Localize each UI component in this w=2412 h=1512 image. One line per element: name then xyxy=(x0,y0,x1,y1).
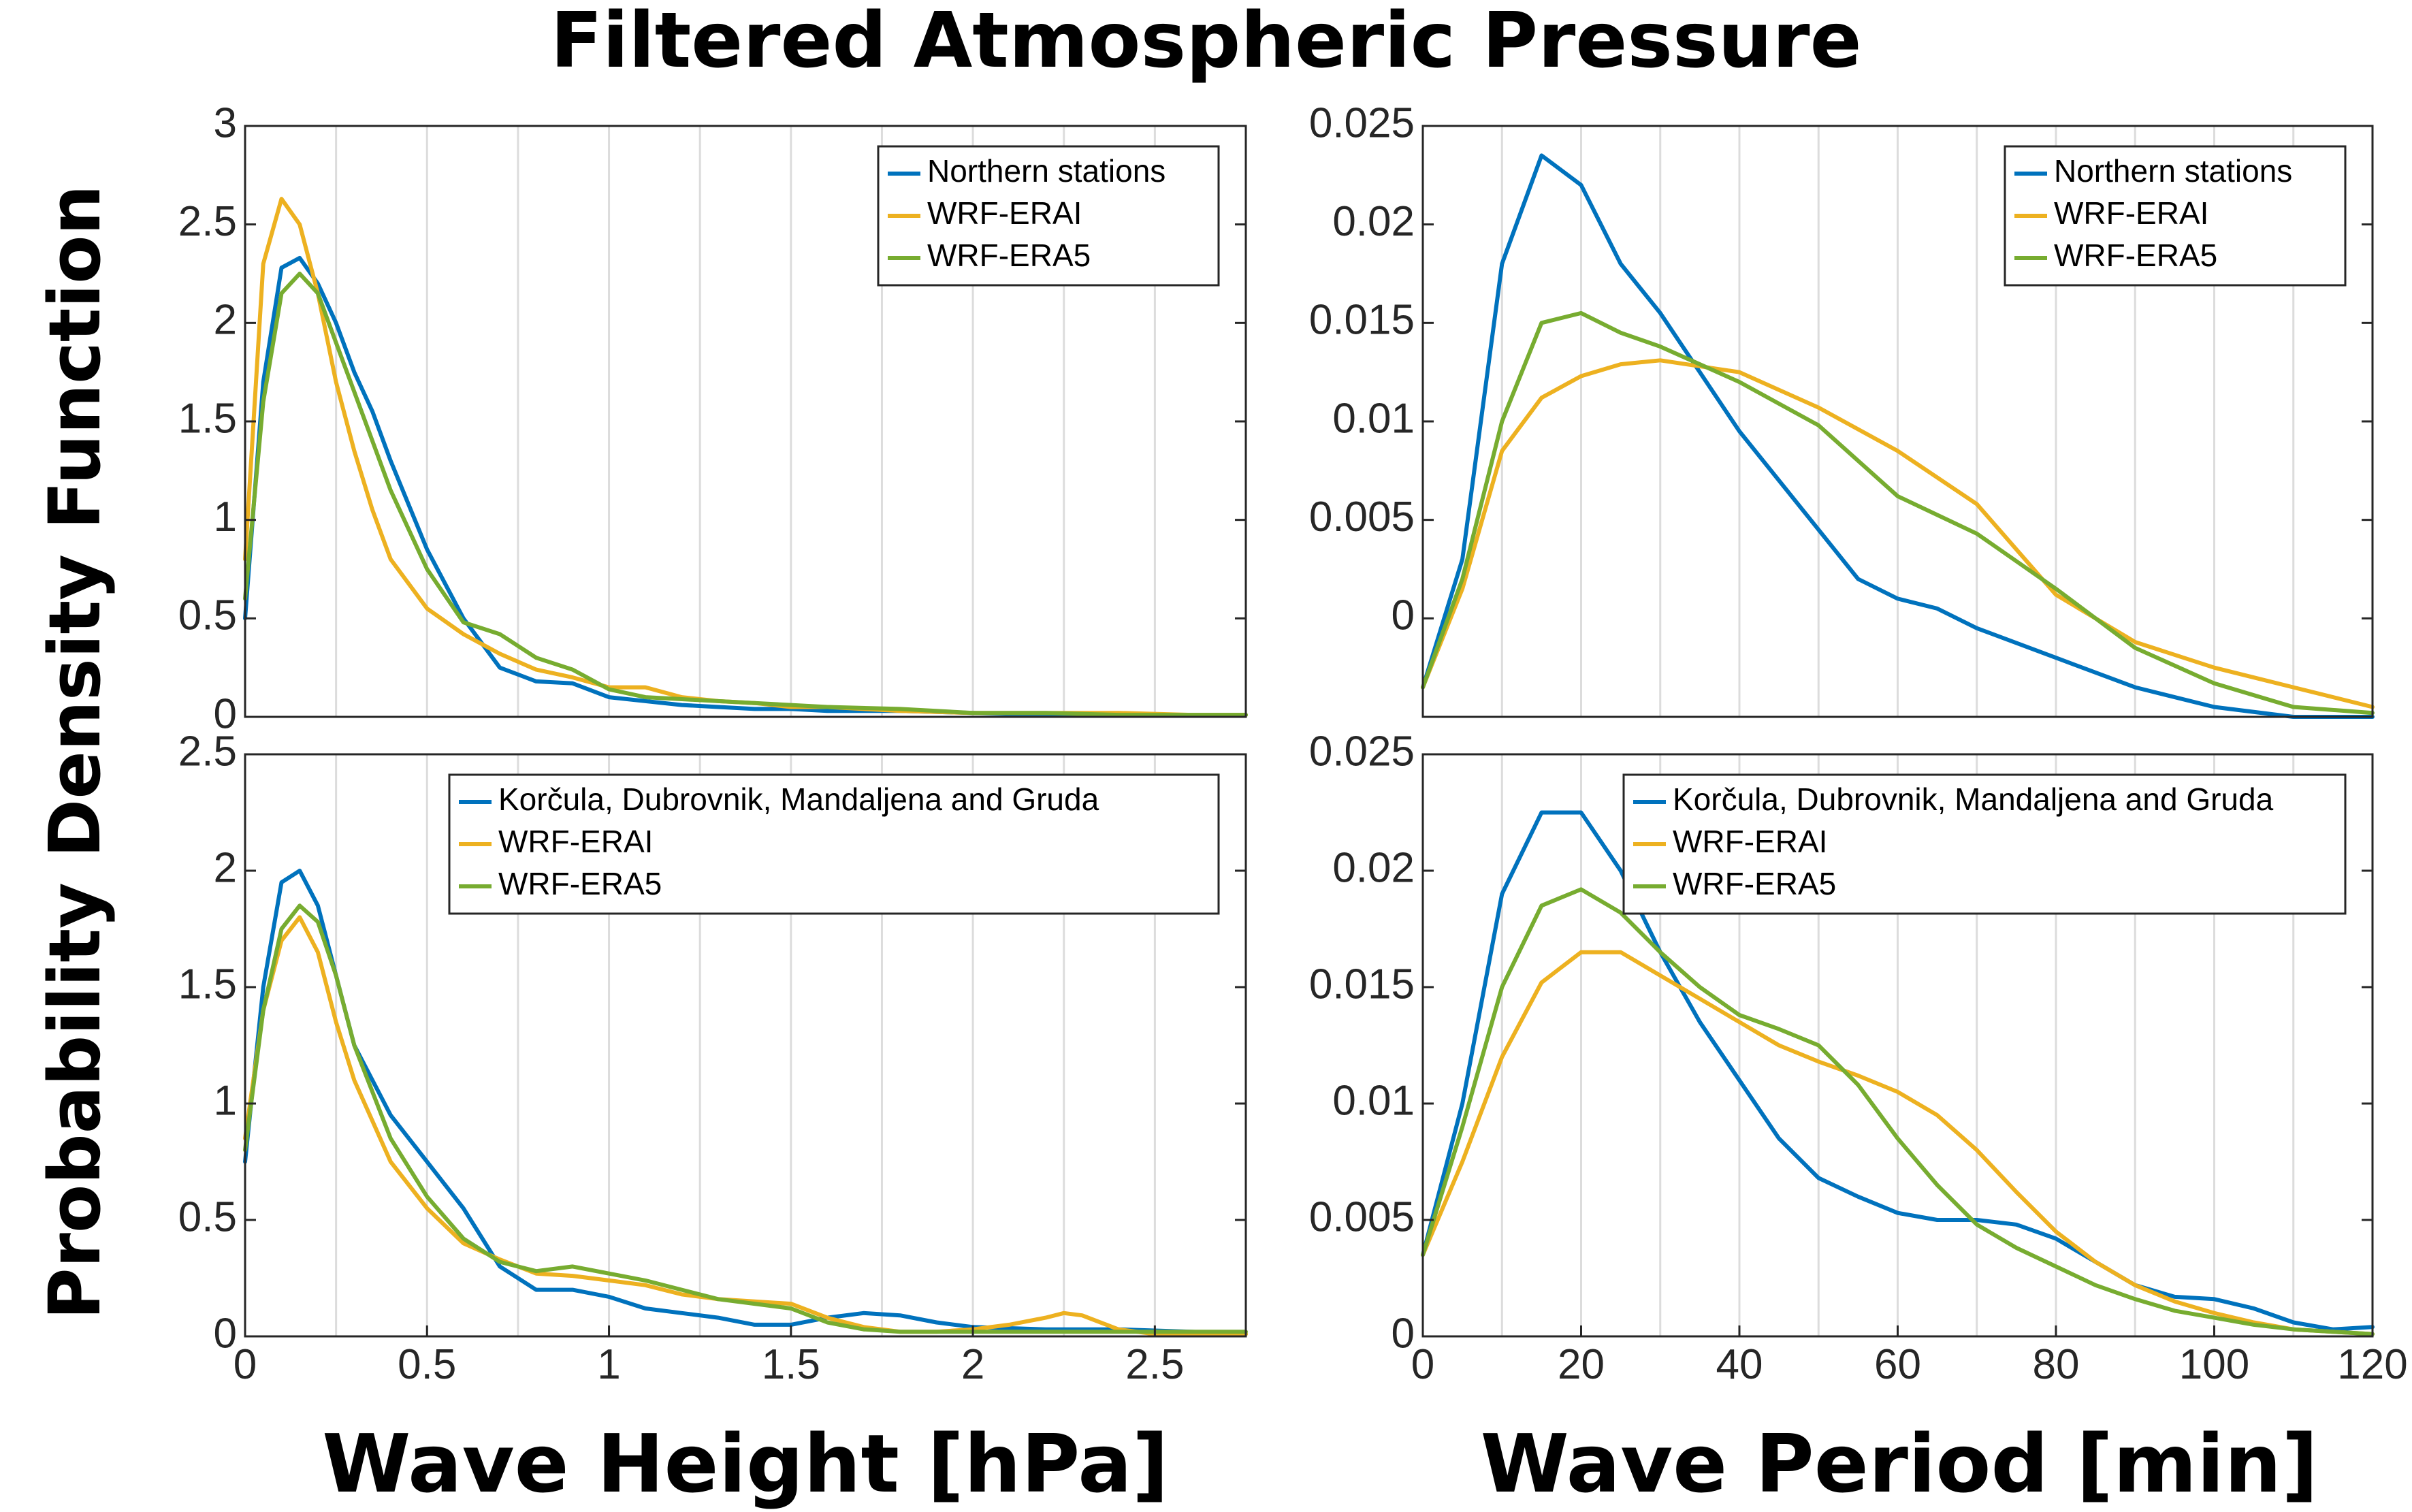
y-tick-label: 2 xyxy=(214,297,237,344)
series-line-3 xyxy=(1421,310,2375,715)
series-line-3 xyxy=(243,903,1248,1334)
series-line-3 xyxy=(1421,887,2375,1336)
y-tick-label: 0 xyxy=(1392,592,1415,639)
legend-entry: Northern stations xyxy=(2054,153,2292,189)
y-tick-label: 0.005 xyxy=(1309,494,1415,541)
y-tick-label: 0.02 xyxy=(1332,844,1415,891)
y-tick-label: 1 xyxy=(214,494,237,541)
y-tick-label: 1 xyxy=(214,1077,237,1124)
legend-entry: Korčula, Dubrovnik, Mandaljena and Gruda xyxy=(498,782,1099,817)
x-tick-label: 60 xyxy=(1874,1341,1921,1388)
y-tick-label: 1.5 xyxy=(178,395,237,442)
x-axis-label-right: Wave Period [min] xyxy=(1480,1417,2319,1511)
series-line-1 xyxy=(1421,153,2375,719)
y-tick-label: 2 xyxy=(214,844,237,891)
legend-entry: WRF-ERA5 xyxy=(498,866,662,901)
legend-entry: WRF-ERA5 xyxy=(927,238,1091,273)
figure-title: Filtered Atmospheric Pressure xyxy=(550,0,1862,85)
y-tick-label: 0.015 xyxy=(1309,297,1415,344)
axes-box xyxy=(244,753,1247,1338)
y-tick-label: 0.005 xyxy=(1309,1193,1415,1240)
x-tick-label: 0 xyxy=(234,1341,257,1388)
legend-box xyxy=(877,145,1220,287)
legend: Northern stations WRF-ERAI WRF-ERA5 xyxy=(877,145,1220,287)
legend-box xyxy=(1622,773,2347,915)
series-line-1 xyxy=(243,869,1248,1336)
series-line-2 xyxy=(1421,950,2375,1336)
x-tick-label: 1.5 xyxy=(762,1341,820,1388)
panel-bottom-left: 0 0.5 1 1.5 2 2.5 0 0.5 1 1.5 2 2.5 Korčula, Dubrovn… xyxy=(178,728,1248,1388)
y-tick-label: 0.025 xyxy=(1309,728,1415,775)
series-line-3 xyxy=(243,272,1248,718)
legend: Northern stations WRF-ERAI WRF-ERA5 xyxy=(2004,145,2347,287)
x-tick-label: 1 xyxy=(597,1341,620,1388)
panel-top-left: 0 0.5 1 1.5 2 2.5 3 Northern stations WRF-ERAI WR… xyxy=(178,99,1248,737)
legend-entry: Northern stations xyxy=(927,153,1165,189)
y-tick-label: 1.5 xyxy=(178,961,237,1008)
legend-entry: WRF-ERAI xyxy=(498,824,653,859)
y-tick-label: 0.015 xyxy=(1309,961,1415,1008)
legend-entry: WRF-ERA5 xyxy=(1673,866,1836,901)
y-tick-label: 0 xyxy=(1392,1310,1415,1357)
legend-box xyxy=(448,773,1220,915)
panel-top-right: 0 0.005 0.01 0.015 0.02 0.025 Northern station… xyxy=(1309,99,2375,719)
x-axis-label-left: Wave Height [hPa] xyxy=(322,1417,1169,1511)
series-line-2 xyxy=(243,915,1248,1336)
y-tick-label: 0.02 xyxy=(1332,198,1415,245)
x-tick-label: 0 xyxy=(1411,1341,1434,1388)
y-tick-label: 2.5 xyxy=(178,198,237,245)
legend-entry: WRF-ERAI xyxy=(2054,195,2208,231)
x-tick-label: 100 xyxy=(2179,1341,2249,1388)
y-tick-label: 0 xyxy=(214,690,237,737)
y-tick-label: 0.025 xyxy=(1309,99,1415,146)
y-tick-label: 0.01 xyxy=(1332,1077,1415,1124)
y-tick-label: 0 xyxy=(214,1310,237,1357)
series-line-1 xyxy=(1421,810,2375,1332)
x-tick-label: 0.5 xyxy=(398,1341,456,1388)
legend-entry: Korčula, Dubrovnik, Mandaljena and Gruda xyxy=(1673,782,2274,817)
y-tick-label: 0.5 xyxy=(178,592,237,639)
y-tick-label: 2.5 xyxy=(178,728,237,775)
series-line-2 xyxy=(1421,358,2375,709)
legend-entry: WRF-ERAI xyxy=(927,195,1082,231)
x-tick-label: 2 xyxy=(961,1341,984,1388)
panel-bottom-right: 0 0.005 0.01 0.015 0.02 0.025 0 20 40 60 80 100 120 K… xyxy=(1309,728,2408,1388)
legend: Korčula, Dubrovnik, Mandaljena and Gruda… xyxy=(1622,773,2347,915)
legend-box xyxy=(2004,145,2347,287)
x-tick-label: 120 xyxy=(2337,1341,2407,1388)
x-tick-label: 2.5 xyxy=(1125,1341,1184,1388)
y-tick-label: 0.5 xyxy=(178,1193,237,1240)
x-tick-label: 80 xyxy=(2033,1341,2080,1388)
legend-entry: WRF-ERAI xyxy=(1673,824,1827,859)
y-tick-label: 3 xyxy=(214,99,237,146)
x-tick-label: 40 xyxy=(1716,1341,1763,1388)
x-tick-label: 20 xyxy=(1558,1341,1605,1388)
legend-entry: WRF-ERA5 xyxy=(2054,238,2217,273)
y-tick-label: 0.01 xyxy=(1332,395,1415,442)
legend: Korčula, Dubrovnik, Mandaljena and Gruda… xyxy=(448,773,1220,915)
